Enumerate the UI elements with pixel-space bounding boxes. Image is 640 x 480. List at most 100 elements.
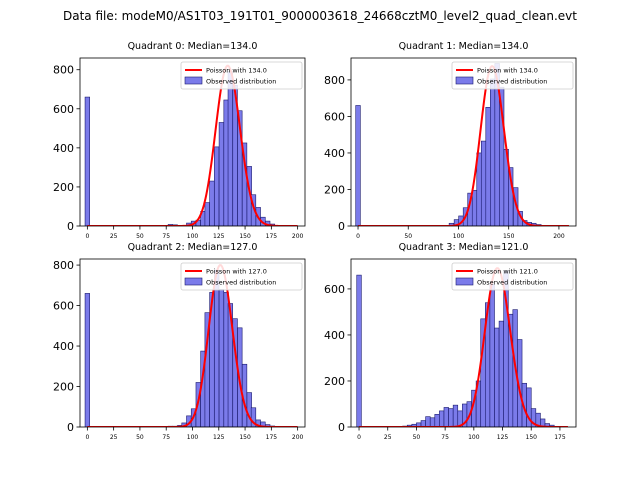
subplot-quadrant-0: Quadrant 0: Median=134.0 0 200 400 600 800 0 25… (53, 41, 306, 240)
x-tick-label: 200 (292, 434, 304, 441)
y-tick-label: 600 (324, 283, 345, 296)
x-tick-label: 50 (136, 233, 144, 240)
histogram-bar (214, 146, 220, 226)
histogram-bar (485, 107, 491, 226)
x-tick-label: 175 (266, 233, 278, 240)
y-tick-label: 600 (324, 110, 345, 123)
subplots-grid: Quadrant 0: Median=134.0 0 200 400 600 800 0 25… (53, 41, 577, 441)
legend-bar-swatch (184, 76, 203, 85)
legend: Poisson with 127.0 Observed distribution (180, 262, 303, 291)
histogram-bar (508, 167, 514, 226)
poisson-curve (359, 267, 568, 427)
histogram-bar (494, 327, 500, 427)
legend-label-poisson: Poisson with 121.0 (477, 268, 538, 276)
histogram-bar (443, 407, 449, 427)
x-tick-label: 200 (292, 233, 304, 240)
histogram-bar (490, 78, 496, 226)
legend-label-poisson: Poisson with 134.0 (477, 67, 538, 75)
axes-frame (350, 258, 577, 428)
y-tick-label: 0 (338, 220, 345, 233)
subplot-title: Quadrant 2: Median=127.0 (128, 242, 258, 253)
x-tick-label: 25 (110, 233, 118, 240)
x-tick-label: 150 (526, 434, 538, 441)
legend-box (180, 61, 303, 90)
histogram-bar (84, 96, 90, 226)
subplot-title: Quadrant 0: Median=134.0 (128, 41, 258, 52)
x-tick-label: 150 (239, 434, 251, 441)
histogram-bar (227, 71, 233, 226)
histogram-bar (356, 274, 362, 427)
y-tick-label: 200 (324, 183, 345, 196)
y-tick-label: 600 (53, 300, 74, 313)
y-tick-label: 0 (338, 421, 345, 434)
x-tick-label: 75 (441, 434, 449, 441)
y-tick-label: 200 (53, 381, 74, 394)
plot-area (356, 267, 568, 427)
histogram-bar (355, 105, 361, 226)
poisson-curve (358, 65, 569, 226)
axes-frame (350, 57, 577, 227)
figure-suptitle: Data file: modeM0/AS1T03_191T01_90000036… (63, 9, 577, 23)
x-tick-label: 100 (453, 233, 465, 240)
x-tick-label: 0 (356, 233, 360, 240)
x-tick-label: 125 (213, 233, 225, 240)
x-tick-label: 0 (357, 434, 361, 441)
x-tick-label: 25 (384, 434, 392, 441)
y-tick-label: 400 (53, 340, 74, 353)
x-tick-label: 50 (136, 434, 144, 441)
legend-label-observed: Observed distribution (206, 78, 276, 86)
legend: Poisson with 134.0 Observed distribution (451, 61, 574, 90)
y-tick-label: 800 (324, 74, 345, 87)
x-tick-label: 150 (239, 233, 251, 240)
legend-box (180, 262, 303, 291)
histogram-bar (429, 417, 436, 427)
subplot-quadrant-1: Quadrant 1: Median=134.0 0 200 400 600 800 0 50… (324, 41, 577, 240)
legend-label-observed: Observed distribution (206, 279, 276, 287)
x-tick-label: 200 (553, 233, 565, 240)
poisson-curve (87, 64, 298, 226)
x-tick-label: 125 (213, 434, 225, 441)
histogram-bar (489, 284, 495, 427)
legend-bar-swatch (455, 277, 474, 286)
y-tick-label: 800 (53, 64, 74, 77)
y-tick-label: 400 (324, 329, 345, 342)
legend-label-observed: Observed distribution (477, 78, 547, 86)
x-tick-label: 0 (85, 233, 89, 240)
subplot-title: Quadrant 1: Median=134.0 (399, 41, 529, 52)
histogram-bar (540, 418, 546, 427)
subplot-title: Quadrant 3: Median=121.0 (399, 242, 529, 253)
histogram-bar (434, 414, 440, 427)
legend-label-poisson: Poisson with 134.0 (206, 67, 267, 75)
histogram-bar (425, 416, 431, 427)
histogram-bar (218, 122, 225, 226)
histogram-bar (209, 180, 215, 226)
y-tick-label: 0 (67, 421, 74, 434)
y-tick-label: 400 (324, 147, 345, 160)
x-tick-label: 100 (187, 233, 199, 240)
legend-bar-swatch (184, 277, 203, 286)
legend: Poisson with 121.0 Observed distribution (451, 262, 574, 291)
poisson-curve (87, 264, 298, 427)
x-tick-label: 100 (468, 434, 480, 441)
legend-label-poisson: Poisson with 127.0 (206, 268, 267, 276)
y-tick-label: 0 (67, 220, 74, 233)
y-tick-label: 600 (53, 103, 74, 116)
x-tick-label: 75 (162, 434, 170, 441)
x-tick-label: 25 (110, 434, 118, 441)
plot-area (84, 264, 298, 427)
legend-box (451, 61, 574, 90)
y-tick-label: 800 (53, 259, 74, 272)
histogram-bar (84, 293, 90, 427)
x-tick-label: 50 (413, 434, 421, 441)
plot-area (355, 63, 569, 226)
x-tick-label: 175 (266, 434, 278, 441)
x-tick-label: 50 (404, 233, 412, 240)
histogram-bar (448, 408, 454, 427)
subplot-quadrant-2: Quadrant 2: Median=127.0 0 200 400 600 800 0 25… (53, 242, 306, 441)
histogram-bar (452, 404, 459, 427)
legend-box (451, 262, 574, 291)
x-tick-label: 150 (503, 233, 515, 240)
histogram-bar (498, 320, 504, 427)
histogram-bar (480, 140, 487, 226)
